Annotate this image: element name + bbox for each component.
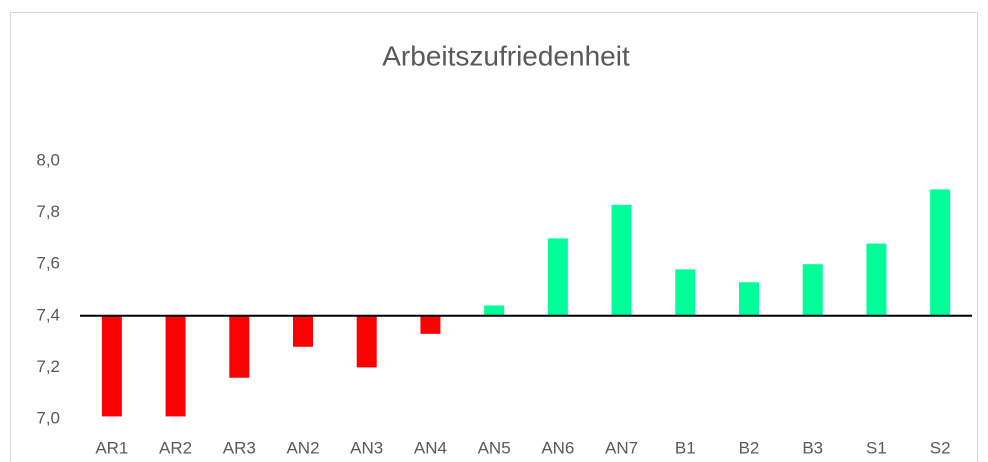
y-tick-label: 7,8 xyxy=(36,202,60,221)
x-tick-label: S1 xyxy=(866,438,887,457)
y-tick-label: 7,6 xyxy=(36,254,60,273)
x-tick-label: B1 xyxy=(675,438,696,457)
bar xyxy=(611,204,632,316)
x-tick-label: AN5 xyxy=(478,438,511,457)
bar xyxy=(802,264,823,316)
x-tick-label: AN3 xyxy=(350,438,383,457)
chart-frame xyxy=(10,12,978,462)
x-tick-label: B2 xyxy=(739,438,760,457)
y-tick-label: 7,0 xyxy=(36,408,60,427)
bar xyxy=(930,189,951,316)
y-tick-label: 7,4 xyxy=(36,305,60,324)
bar xyxy=(675,269,696,316)
x-tick-label: AN7 xyxy=(605,438,638,457)
x-tick-label: AR1 xyxy=(95,438,128,457)
bar xyxy=(484,305,505,316)
bar xyxy=(101,315,122,417)
x-tick-label: AN2 xyxy=(286,438,319,457)
x-tick-label: B3 xyxy=(802,438,823,457)
y-tick-label: 7,2 xyxy=(36,357,60,376)
x-tick-label: AR2 xyxy=(159,438,192,457)
bar xyxy=(739,282,759,316)
y-tick-label: 8,0 xyxy=(36,150,60,169)
x-tick-label: AN6 xyxy=(541,438,574,457)
bar xyxy=(293,315,313,347)
x-tick-label: AR3 xyxy=(223,438,256,457)
bar xyxy=(229,315,250,378)
chart-title: Arbeitszufriedenheit xyxy=(382,40,630,71)
bar xyxy=(165,315,186,417)
bar xyxy=(547,238,568,316)
bar xyxy=(420,315,441,334)
bar xyxy=(356,315,377,368)
x-tick-label: AN4 xyxy=(414,438,447,457)
bar xyxy=(866,243,887,316)
x-tick-label: S2 xyxy=(930,438,951,457)
